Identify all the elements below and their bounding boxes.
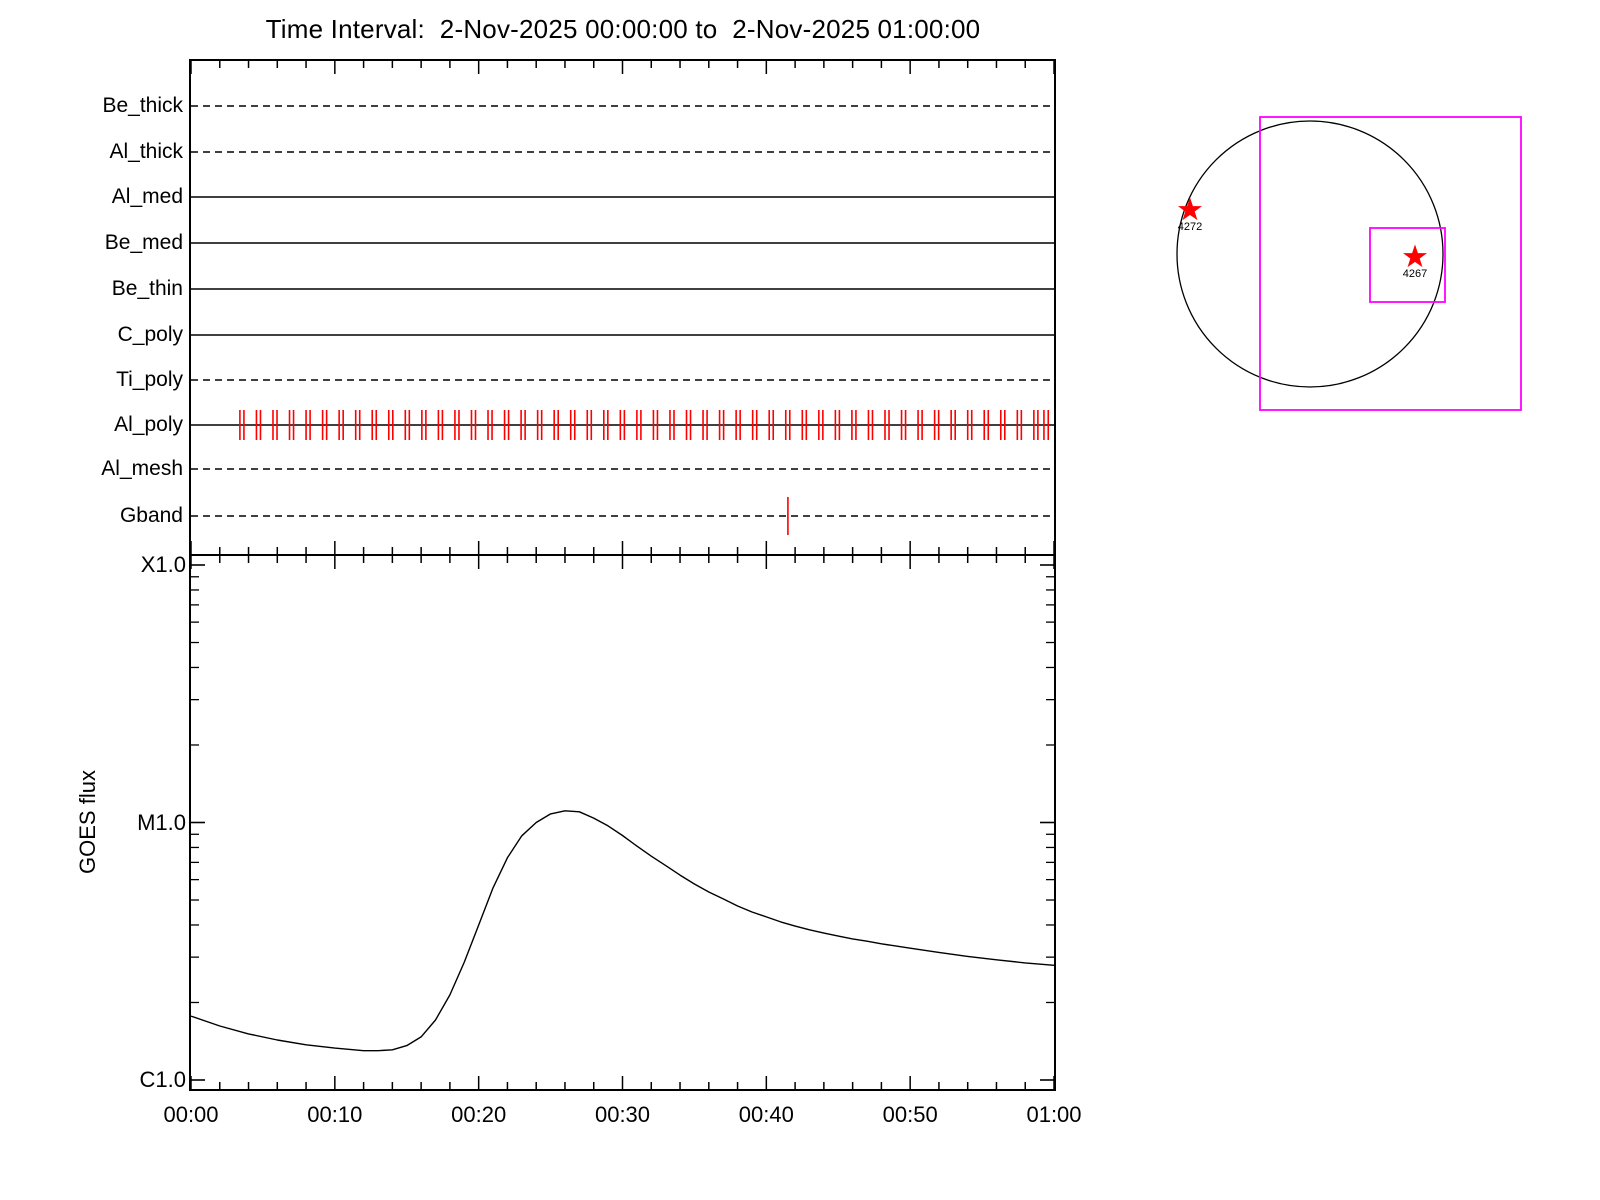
filter-label-al_mesh: Al_mesh (101, 457, 183, 480)
filter-label-ti_poly: Ti_poly (116, 368, 183, 391)
xtick-label-0100: 01:00 (1026, 1102, 1082, 1127)
goes-ytick-label-m10: M1.0 (137, 809, 186, 835)
xtick-label-0040: 00:40 (738, 1102, 794, 1127)
xtick-label-0020: 00:20 (451, 1102, 507, 1127)
goes-y-axis-label: GOES flux (75, 770, 100, 874)
xtick-label-0050: 00:50 (882, 1102, 938, 1127)
filter-label-be_med: Be_med (104, 231, 183, 254)
xtick-label-0030: 00:30 (594, 1102, 651, 1127)
filter-label-be_thin: Be_thin (111, 277, 183, 300)
fov-box-1 (1369, 227, 1446, 303)
page-title: Time Interval: 2-Nov-2025 00:00:00 to 2-… (265, 14, 981, 44)
filter-label-al_med: Al_med (111, 185, 183, 208)
filter-label-c_poly: C_poly (117, 323, 183, 346)
goes-ytick-label-x10: X1.0 (140, 552, 186, 577)
filter-label-al_thick: Al_thick (109, 140, 183, 163)
xtick-label-0000: 00:00 (163, 1102, 219, 1127)
goes-flux-curve (190, 810, 1055, 1052)
filter-label-gband: Gband (119, 504, 183, 527)
timeline-panel-border (189, 59, 1056, 556)
fov-box-0 (1259, 116, 1522, 411)
active-region-label-4272: 4272 (1178, 221, 1202, 233)
filter-label-al_poly: Al_poly (114, 413, 183, 436)
goes-ytick-label-c10: C1.0 (139, 1067, 186, 1092)
filter-label-be_thick: Be_thick (102, 94, 183, 117)
solar-disk (1176, 120, 1444, 388)
active-region-label-4267: 4267 (1403, 268, 1427, 280)
xtick-label-0010: 00:10 (307, 1102, 363, 1127)
active-region-star-4267 (1402, 244, 1428, 268)
active-region-star-4272 (1177, 197, 1203, 221)
goes-panel-border (189, 554, 1056, 1091)
